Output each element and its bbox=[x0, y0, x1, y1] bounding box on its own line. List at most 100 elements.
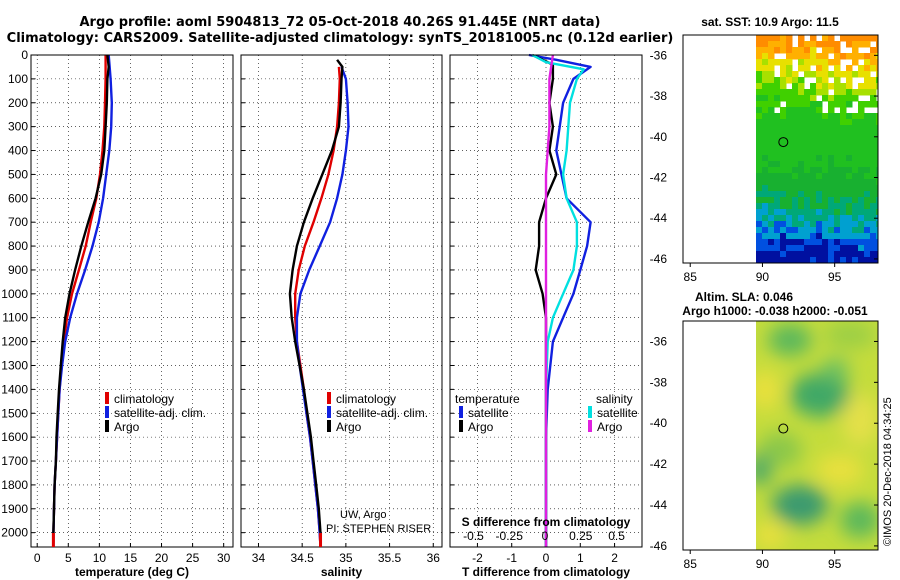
depth-tick-label: 1200 bbox=[1, 335, 28, 349]
title-line-2: Climatology: CARS2009. Satellite-adjuste… bbox=[7, 31, 674, 46]
sst-heatmap-cells bbox=[756, 35, 878, 263]
map-y-tick-label: -40 bbox=[650, 416, 668, 430]
map-y-tick-label: -42 bbox=[650, 457, 668, 471]
plot-frame bbox=[240, 54, 443, 548]
x-tick-label: 20 bbox=[155, 551, 169, 565]
map-x-tick-label: 90 bbox=[756, 270, 770, 284]
legend-label-satellite: satellite-adj. clim. bbox=[114, 406, 206, 420]
sst-map: sat. SST: 10.9 Argo: 11.5 85 90 95 -36 -38 -4… bbox=[650, 15, 879, 284]
plot-frame bbox=[449, 54, 643, 548]
x-axis-label: temperature (deg C) bbox=[75, 565, 189, 579]
x-axis-label: salinity bbox=[321, 565, 363, 579]
salinity-panel: 34 34.5 35 35.5 36 salinity bbox=[240, 54, 443, 579]
temperature-legend: climatology satellite-adj. clim. Argo bbox=[105, 392, 206, 434]
x-tick-label: 35 bbox=[339, 551, 353, 565]
map-y-tick-label: -44 bbox=[650, 211, 668, 225]
x-tick-label: 34 bbox=[252, 551, 266, 565]
sla-map-frame bbox=[682, 320, 879, 551]
pi-annotation-line-1: UW, Argo bbox=[340, 509, 386, 521]
legend-swatch-argo bbox=[105, 420, 109, 432]
legend-label-argo: Argo bbox=[336, 420, 362, 434]
depth-tick-label: 1300 bbox=[1, 358, 28, 372]
plot-area bbox=[31, 55, 233, 547]
depth-tick-label: 0 bbox=[21, 48, 28, 62]
temperature-panel: 0100200300400500600700800900100011001200… bbox=[1, 48, 234, 579]
depth-tick-label: 800 bbox=[8, 239, 28, 253]
map-x-tick-label: 85 bbox=[684, 557, 698, 571]
map-x-tick-label: 95 bbox=[828, 270, 842, 284]
map-y-tick-label: -36 bbox=[650, 334, 668, 348]
secondary-tick-label: 0 bbox=[542, 529, 549, 543]
secondary-tick-label: 0.5 bbox=[608, 529, 625, 543]
series-line-argo bbox=[52, 54, 110, 543]
map-y-tick-label: -44 bbox=[650, 498, 668, 512]
x-axis-label: T difference from climatology bbox=[462, 565, 630, 579]
legend-title-salinity: salinity bbox=[596, 392, 633, 406]
sla-map: Altim. SLA: 0.046 Argo h1000: -0.038 h20… bbox=[650, 290, 879, 571]
x-tick-label: 30 bbox=[217, 551, 231, 565]
sla-argo-location-marker bbox=[778, 423, 789, 434]
map-y-tick-label: -42 bbox=[650, 171, 668, 185]
plot-frame bbox=[30, 54, 234, 548]
legend-swatch-temp-argo bbox=[459, 420, 463, 432]
legend-label-sal-argo: Argo bbox=[597, 420, 623, 434]
difference-panel: -2 -1 0 1 2T difference from climatology bbox=[449, 53, 643, 579]
depth-tick-label: 1400 bbox=[1, 382, 28, 396]
secondary-tick-label: -0.25 bbox=[496, 529, 524, 543]
map-x-tick-label: 90 bbox=[756, 557, 770, 571]
depth-tick-label: 600 bbox=[8, 191, 28, 205]
legend-label-climatology: climatology bbox=[336, 392, 396, 406]
legend-label-argo: Argo bbox=[114, 420, 140, 434]
map-y-tick-label: -36 bbox=[650, 48, 668, 62]
secondary-axis-label: S difference from climatology bbox=[462, 515, 631, 529]
depth-tick-label: 1700 bbox=[1, 454, 28, 468]
map-x-tick-label: 85 bbox=[684, 270, 698, 284]
sst-map-frame bbox=[682, 34, 879, 264]
sla-map-subtitle: Argo h1000: -0.038 h2000: -0.051 bbox=[682, 304, 868, 318]
depth-tick-label: 500 bbox=[8, 167, 28, 181]
map-y-tick-label: -38 bbox=[650, 89, 668, 103]
legend-label-climatology: climatology bbox=[114, 392, 174, 406]
sla-heatmap-field bbox=[756, 321, 878, 550]
footer-credit: ©IMOS 20-Dec-2018 04:34:25 bbox=[882, 397, 894, 546]
sst-map-axes: 85 90 95 -36 -38 -40 -42 -44 -46 bbox=[650, 48, 878, 284]
x-tick-label: -2 bbox=[472, 551, 483, 565]
legend-label-sal-satellite: satellite bbox=[597, 406, 638, 420]
x-tick-label: 15 bbox=[124, 551, 138, 565]
secondary-axis-ticks: -0.5 -0.25 0 0.25 0.5 bbox=[463, 529, 625, 543]
sst-map-title: sat. SST: 10.9 Argo: 11.5 bbox=[701, 15, 839, 29]
depth-tick-label: 100 bbox=[8, 72, 28, 86]
legend-swatch-climatology bbox=[105, 392, 109, 404]
x-tick-label: -1 bbox=[506, 551, 517, 565]
map-x-tick-label: 95 bbox=[828, 557, 842, 571]
sst-argo-location-marker bbox=[778, 137, 789, 148]
depth-tick-label: 1900 bbox=[1, 502, 28, 516]
depth-tick-label: 1600 bbox=[1, 430, 28, 444]
depth-tick-label: 700 bbox=[8, 215, 28, 229]
depth-tick-label: 300 bbox=[8, 120, 28, 134]
x-tick-label: 25 bbox=[186, 551, 200, 565]
salinity-legend: climatology satellite-adj. clim. Argo bbox=[327, 392, 428, 434]
legend-title-temperature: temperature bbox=[455, 392, 520, 406]
map-y-tick-label: -40 bbox=[650, 130, 668, 144]
x-tick-label: 2 bbox=[611, 551, 618, 565]
legend-swatch-sal-argo bbox=[588, 420, 592, 432]
plot-area bbox=[241, 55, 442, 547]
map-y-tick-label: -46 bbox=[650, 539, 668, 553]
depth-tick-label: 1800 bbox=[1, 478, 28, 492]
depth-tick-label: 1100 bbox=[2, 311, 28, 325]
map-y-tick-label: -46 bbox=[650, 252, 668, 266]
series-line-argo bbox=[288, 59, 344, 533]
depth-tick-label: 2000 bbox=[1, 526, 28, 540]
depth-tick-label: 200 bbox=[8, 96, 28, 110]
title-line-1: Argo profile: aoml 5904813_72 05-Oct-201… bbox=[80, 15, 601, 30]
legend-swatch-argo bbox=[327, 420, 331, 432]
x-tick-label: 36 bbox=[427, 551, 441, 565]
sla-map-axes: 85 90 95 -36 -38 -40 -42 -44 -46 bbox=[650, 334, 878, 571]
x-tick-label: 35.5 bbox=[378, 551, 402, 565]
depth-tick-label: 900 bbox=[8, 263, 28, 277]
depth-tick-label: 400 bbox=[8, 144, 28, 158]
pi-annotation-line-2: PI: STEPHEN RISER bbox=[326, 523, 431, 535]
series-line-sat_salinity bbox=[531, 53, 585, 547]
